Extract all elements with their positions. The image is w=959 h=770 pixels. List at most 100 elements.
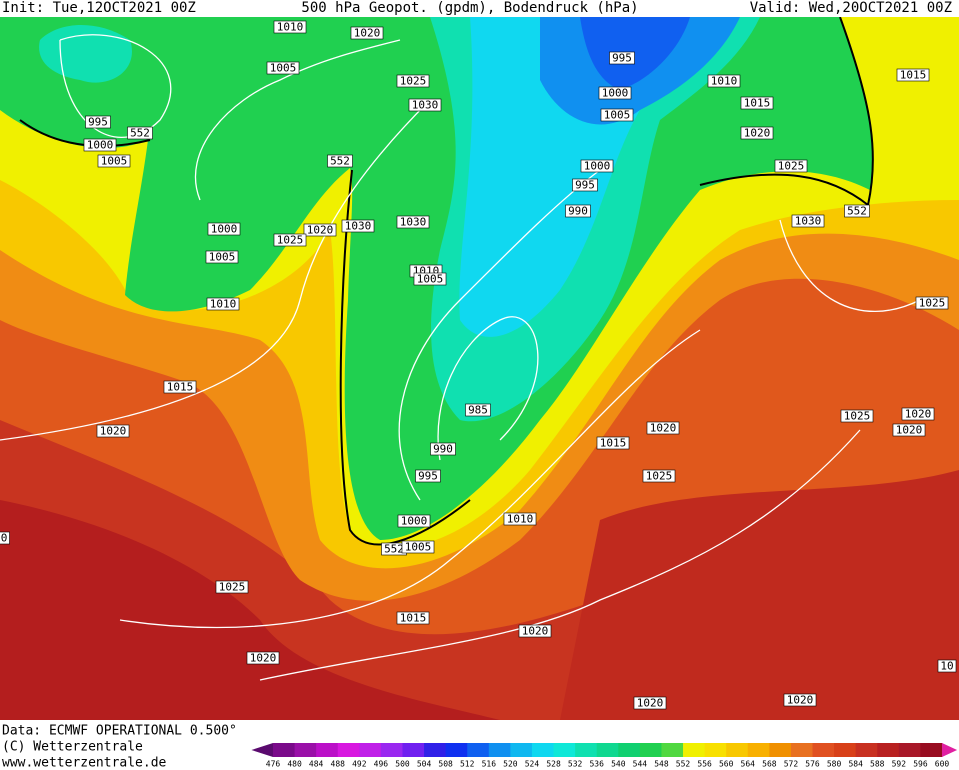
isobar-label-box [892, 423, 926, 437]
isobar-label: 1025 [646, 470, 673, 483]
colorbar-label: 476 [266, 760, 281, 769]
isobar-label-box [246, 651, 280, 665]
isobar-label-box [96, 424, 130, 438]
colorbar-label: 500 [395, 760, 410, 769]
isobar-label: 1000 [584, 160, 611, 173]
colorbar-cell [359, 743, 382, 757]
colorbar-cell [683, 743, 706, 757]
isobar-label-box [396, 611, 430, 625]
isobar-label: 1015 [167, 381, 194, 394]
isobar-label: 1005 [405, 541, 432, 554]
data-source: Data: ECMWF OPERATIONAL 0.500° [2, 724, 237, 739]
isobar-label: 1000 [401, 515, 428, 528]
isobar-label-box [740, 126, 774, 140]
isobar-label-box [273, 233, 307, 247]
isobar-label-box [600, 108, 634, 122]
isobar-label-box [791, 214, 825, 228]
isobar-label: 1030 [795, 215, 822, 228]
colorbar-label: 508 [438, 760, 453, 769]
isobar-label-box [127, 126, 153, 140]
isobar-label-box [707, 74, 741, 88]
isobar-label: 1025 [844, 410, 871, 423]
colorbar-label: 584 [848, 760, 863, 769]
isobar-label: 990 [568, 205, 588, 218]
isobar-label: 1020 [637, 697, 664, 710]
isobar-label-box [465, 403, 491, 417]
colorbar-cell [402, 743, 425, 757]
isobar-label-box [163, 380, 197, 394]
colorbar-label: 556 [697, 760, 712, 769]
isobar-label: 1005 [604, 109, 631, 122]
isobar-label: 1025 [400, 75, 427, 88]
isobar-label: 1020 [250, 652, 277, 665]
isobar-label-box [83, 138, 117, 152]
colorbar-cell [337, 743, 360, 757]
isobar-label: 990 [433, 443, 453, 456]
isobar-label-box [397, 514, 431, 528]
colorbar-end [942, 743, 958, 757]
isobar-label: 1000 [602, 87, 629, 100]
colorbar-label: 548 [654, 760, 669, 769]
colorbar-label: 480 [287, 760, 302, 769]
isobar-label: 10 [940, 660, 953, 673]
colorbar-cell [618, 743, 641, 757]
isobar-label: 1015 [744, 97, 771, 110]
copyright: (C) Wetterzentrale [2, 740, 143, 755]
colorbar-label: 568 [762, 760, 777, 769]
isobar-label-box [783, 693, 817, 707]
colorbar-cell [316, 743, 339, 757]
colorbar-cell [380, 743, 403, 757]
colorbar-label: 536 [589, 760, 604, 769]
isobar-label: 1020 [354, 27, 381, 40]
isobar-label-box [740, 96, 774, 110]
isobar-label-box [937, 659, 957, 673]
isobar-label-box [413, 272, 447, 286]
colorbar-cell [834, 743, 857, 757]
colorbar-label: 520 [503, 760, 518, 769]
isobar-label-box [206, 297, 240, 311]
isobar-label: 552 [847, 205, 867, 218]
isobar-label: 1020 [905, 408, 932, 421]
isobar-label-box [572, 178, 598, 192]
colorbar-cell [445, 743, 468, 757]
isobar-label-box [97, 154, 131, 168]
website: www.wetterzentrale.de [2, 756, 167, 770]
colorbar-label: 496 [374, 760, 389, 769]
colorbar-cell [639, 743, 662, 757]
isobar-label-box [341, 219, 375, 233]
colorbar-label: 588 [870, 760, 885, 769]
colorbar-cell [855, 743, 878, 757]
colorbar-cell [661, 743, 684, 757]
isobar-label: 985 [468, 404, 488, 417]
isobar-label: 995 [575, 179, 595, 192]
isobar-label: 1025 [778, 160, 805, 173]
isobar-label-box [609, 51, 635, 65]
colorbar-cell [553, 743, 576, 757]
isobar-label-box [596, 436, 630, 450]
colorbar-label: 552 [676, 760, 691, 769]
isobar-label: 1005 [417, 273, 444, 286]
isobar-label: 1030 [412, 99, 439, 112]
isobar-label-box [205, 250, 239, 264]
isobar-label-box [303, 223, 337, 237]
colorbar-cell [575, 743, 598, 757]
colorbar-cell [531, 743, 555, 757]
colorbar-label: 516 [482, 760, 497, 769]
colorbar-label: 540 [611, 760, 626, 769]
isobar-label: 1005 [101, 155, 128, 168]
isobar-label-box [408, 98, 442, 112]
isobar-label: 0 [1, 532, 8, 545]
isobar-label: 1030 [400, 216, 427, 229]
isobar-label-box [565, 204, 591, 218]
colorbar-cell [273, 743, 296, 757]
colorbar-label: 544 [633, 760, 648, 769]
colorbar-cell [704, 743, 727, 757]
isobar-label-box [266, 61, 300, 75]
isobar-label-box [844, 204, 870, 218]
init-time: Init: Tue,12OCT2021 00Z [2, 0, 196, 16]
colorbar-label: 524 [525, 760, 540, 769]
isobar-label: 1000 [211, 223, 238, 236]
colorbar-cell [424, 743, 447, 757]
colorbar-label: 564 [741, 760, 756, 769]
